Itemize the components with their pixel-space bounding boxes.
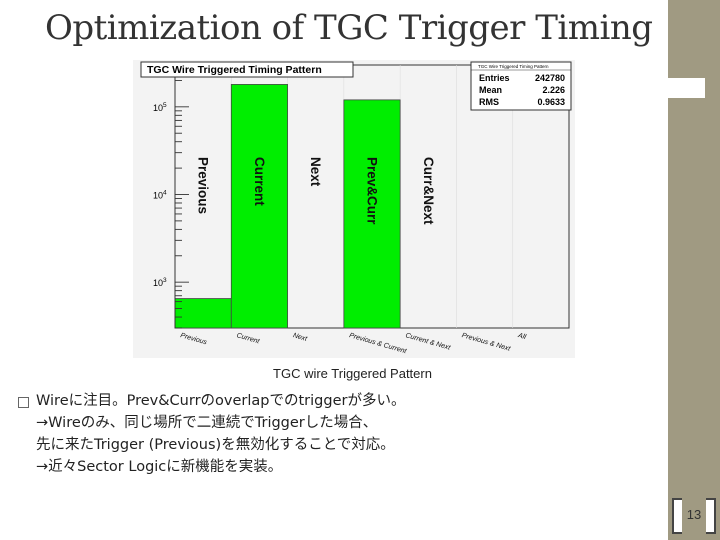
bar-label: Prev&Curr <box>365 157 380 225</box>
bar-label: Curr&Next <box>421 157 436 225</box>
page-number: 13 <box>686 507 702 522</box>
stats-title: TGC Wire Triggered Timing Pattern <box>478 64 549 69</box>
bar <box>343 99 401 329</box>
y-tick-label: 103 <box>153 277 167 288</box>
body-text: Wireに注目。Prev&Currのoverlapでのtriggerが多い。 →… <box>36 390 405 478</box>
body-line: →近々Sector Logicに新機能を実装。 <box>36 459 283 475</box>
chart-caption: TGC wire Triggered Pattern <box>273 366 432 381</box>
bar <box>230 84 288 329</box>
x-tick-label: All <box>516 332 527 341</box>
stats-entries-value: 242780 <box>535 73 565 83</box>
stats-entries-label: Entries <box>479 73 510 83</box>
x-tick-label: Next <box>292 332 309 343</box>
bullet-icon <box>18 397 29 408</box>
y-tick-label: 104 <box>153 189 167 200</box>
y-tick-label: 105 <box>153 102 167 113</box>
bar-label: Current <box>252 157 267 206</box>
side-bar-stripe <box>575 78 705 98</box>
bar-label: Next <box>308 157 323 187</box>
stats-box: TGC Wire Triggered Timing Pattern Entrie… <box>470 61 572 111</box>
bar-label: Previous <box>196 157 211 214</box>
chart-title-box <box>140 61 354 78</box>
histogram-chart: Previous Current Next Prev&Curr Curr&Next 10… <box>133 60 575 358</box>
body-line: →Wireのみ、同じ場所で二連続でTriggerした場合、 <box>36 415 378 431</box>
page-number-badge: 13 <box>672 498 716 534</box>
stats-rms-label: RMS <box>479 97 499 107</box>
chart-title: TGC Wire Triggered Timing Pattern <box>147 64 322 76</box>
body-line: Wireに注目。Prev&Currのoverlapでのtriggerが多い。 <box>36 393 406 409</box>
bar <box>174 298 232 329</box>
stats-mean-value: 2.226 <box>542 85 565 95</box>
slide-title: Optimization of TGC Trigger Timing <box>45 8 653 48</box>
stats-mean-label: Mean <box>479 85 502 95</box>
stats-rms-value: 0.9633 <box>537 97 565 107</box>
body-line: 先に来たTrigger (Previous)を無効化することで対応。 <box>36 437 395 453</box>
